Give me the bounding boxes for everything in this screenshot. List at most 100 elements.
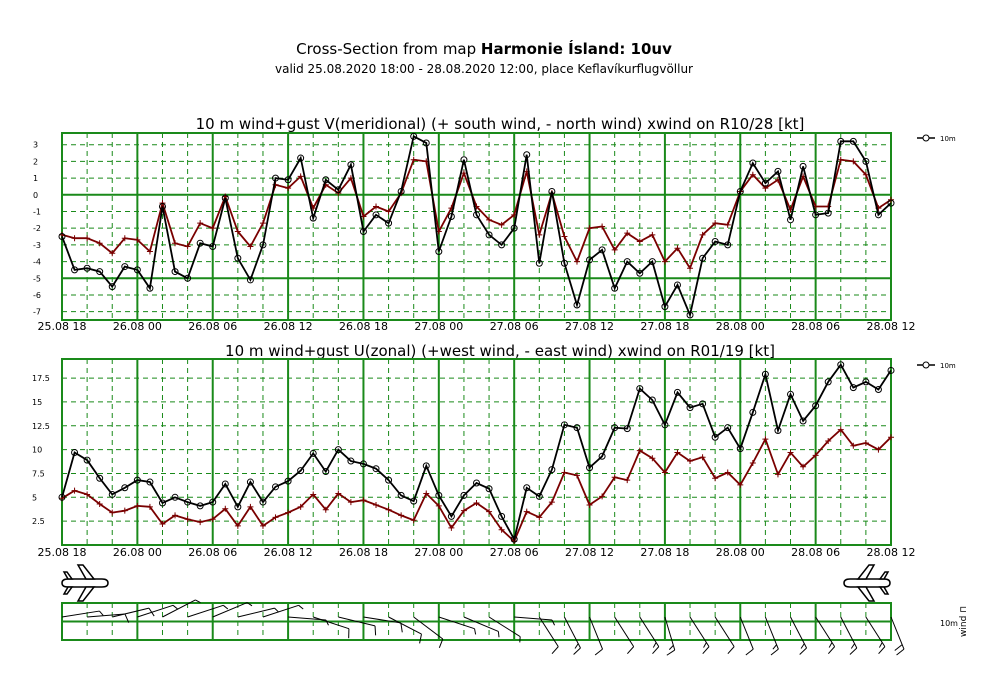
data-point-gust <box>134 503 140 509</box>
x-tick-label: 26.08 06 <box>188 546 237 559</box>
wind-barb-staff <box>238 608 275 617</box>
wind-barb-feather <box>850 648 857 655</box>
x-tick-label: 27.08 06 <box>490 546 539 559</box>
airplane-fuselage <box>62 579 108 587</box>
x-tick-label: 28.08 12 <box>867 320 916 333</box>
data-point-gust <box>285 510 291 516</box>
wind-barb-feather <box>773 645 777 650</box>
legend-label: 10m <box>940 362 956 370</box>
wind-barb-feather <box>420 634 422 643</box>
wind-barb-feather <box>895 645 902 651</box>
y-tick-label: 12.5 <box>32 422 50 431</box>
wind-barb-feather <box>879 642 882 647</box>
x-tick-label: 27.08 06 <box>490 320 539 333</box>
series-line-gust <box>62 430 891 542</box>
airplane-icon <box>62 565 108 601</box>
wind-barb-staff <box>263 605 299 617</box>
x-tick-label: 28.08 06 <box>791 320 840 333</box>
data-point-gust <box>536 232 542 238</box>
wind-panel-label: wind ⊓ <box>959 606 969 637</box>
x-tick-label: 26.08 00 <box>113 320 162 333</box>
y-tick-label: -4 <box>33 258 41 267</box>
y-tick-label: -6 <box>33 291 41 300</box>
x-tick-label: 26.08 18 <box>339 320 388 333</box>
data-point-gust <box>72 235 78 241</box>
wind-barb-feather <box>667 650 675 655</box>
plot-frame <box>62 359 891 545</box>
figure-title-bold: Harmonie Ísland: 10uv <box>481 39 672 58</box>
meridional-wind-chart: 10 m wind+gust V(meridional) (+ south wi… <box>33 115 956 333</box>
wind-barb-feather <box>375 626 376 635</box>
x-tick-label: 26.08 06 <box>188 320 237 333</box>
wind-barb-feather <box>223 605 228 609</box>
wind-panel-label-10m: 10m <box>940 619 958 628</box>
wind-barb-feather <box>99 611 103 615</box>
x-tick-label: 26.08 12 <box>264 546 313 559</box>
wind-barb-feather <box>879 647 885 654</box>
figure-title: Cross-Section from map Harmonie Ísland: … <box>296 39 672 58</box>
airplane-fuselage <box>844 579 890 587</box>
wind-barb-feather <box>771 649 778 655</box>
wind-barb-feather <box>575 644 578 649</box>
y-tick-label: -5 <box>33 274 41 283</box>
y-tick-label: -2 <box>33 224 41 233</box>
x-tick-label: 28.08 06 <box>791 546 840 559</box>
wind-barb-feather <box>498 631 499 637</box>
wind-barb-feather <box>552 647 558 654</box>
wind-barb-feather <box>574 648 581 655</box>
x-tick-label: 25.08 18 <box>38 320 87 333</box>
x-tick-label: 28.08 00 <box>716 546 765 559</box>
data-point-gust <box>649 232 655 238</box>
wind-barb-staff <box>489 617 520 637</box>
wind-barb-feather <box>746 649 753 655</box>
data-point-gust <box>411 517 417 523</box>
wind-barb-feather <box>475 629 476 635</box>
y-tick-label: -7 <box>33 308 41 317</box>
y-tick-label: 1 <box>33 174 38 183</box>
wind-barb-feather <box>801 644 804 649</box>
x-tick-label: 27.08 12 <box>565 546 614 559</box>
x-tick-label: 26.08 00 <box>113 546 162 559</box>
x-tick-label: 28.08 12 <box>867 546 916 559</box>
y-tick-label: 15 <box>32 398 42 407</box>
zonal-wind-chart: 10 m wind+gust U(zonal) (+west wind, - e… <box>32 342 956 559</box>
legend-marker <box>923 362 929 368</box>
y-tick-label: 5 <box>32 493 37 502</box>
figure-subtitle: valid 25.08.2020 18:00 - 28.08.2020 12:0… <box>275 62 693 76</box>
data-point-gust <box>398 512 404 518</box>
x-tick-label: 27.08 12 <box>565 320 614 333</box>
series-line-wind <box>62 136 891 315</box>
data-point-gust <box>386 507 392 513</box>
wind-barb-feather <box>299 605 304 609</box>
data-point-gust <box>360 497 366 503</box>
y-tick-label: 0 <box>33 191 38 200</box>
data-point-gust <box>373 502 379 508</box>
data-point-gust <box>210 225 216 231</box>
wind-barb-staff <box>514 617 552 620</box>
x-tick-label: 27.08 00 <box>414 320 463 333</box>
data-point-gust <box>624 477 630 483</box>
wind-barb-feather <box>897 649 904 655</box>
data-point-gust <box>587 225 593 231</box>
legend-label: 10m <box>940 135 956 143</box>
legend-marker <box>923 135 929 141</box>
wind-barb-feather <box>652 647 658 654</box>
wind-barb-staff <box>213 603 247 617</box>
x-tick-label: 27.08 18 <box>640 320 689 333</box>
y-tick-label: 2.5 <box>32 517 45 526</box>
data-point-gust <box>561 234 567 240</box>
x-tick-label: 27.08 00 <box>414 546 463 559</box>
wind-barb-staff <box>112 608 149 617</box>
series-line-wind <box>62 365 891 540</box>
x-tick-label: 25.08 18 <box>38 546 87 559</box>
y-tick-label: 2 <box>33 157 38 166</box>
y-tick-label: 7.5 <box>32 469 45 478</box>
y-tick-label: -1 <box>33 207 41 216</box>
data-point-gust <box>84 235 90 241</box>
data-point-gust <box>725 222 731 228</box>
data-point-gust <box>574 259 580 265</box>
wind-barb-feather <box>653 642 656 647</box>
chart-title: 10 m wind+gust U(zonal) (+west wind, - e… <box>225 342 775 360</box>
